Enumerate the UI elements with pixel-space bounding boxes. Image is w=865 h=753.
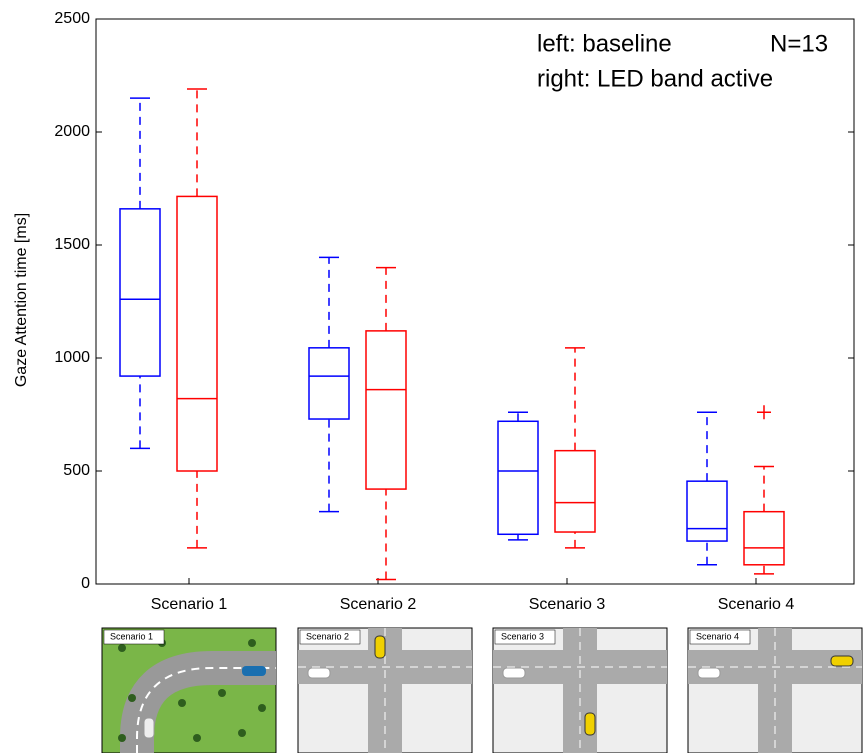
x-tick-label: Scenario 2 — [340, 596, 417, 613]
thumb-label-bg — [689, 629, 751, 645]
tree — [178, 699, 186, 707]
box — [365, 330, 407, 490]
car — [502, 667, 526, 679]
car — [143, 717, 155, 739]
thumb-label: Scenario 4 — [696, 631, 739, 641]
y-tick-label: 0 — [81, 575, 90, 592]
tree — [218, 689, 226, 697]
car — [307, 667, 331, 679]
tree — [128, 694, 136, 702]
box-group — [365, 266, 407, 581]
annotation: right: LED band active — [537, 65, 773, 92]
outlier — [757, 405, 771, 420]
annotation: N=13 — [770, 30, 828, 57]
thumb-label: Scenario 3 — [501, 631, 544, 641]
box — [743, 510, 785, 566]
box-group — [308, 256, 350, 513]
annotation: left: baseline — [537, 30, 672, 57]
x-tick-label: Scenario 3 — [529, 596, 606, 613]
car — [697, 667, 721, 679]
y-tick-label: 1000 — [54, 349, 90, 366]
car — [374, 635, 386, 659]
x-tick-label: Scenario 1 — [151, 596, 228, 613]
tree — [248, 639, 256, 647]
box-group — [686, 411, 728, 566]
thumbnail: Scenario 1 — [101, 627, 277, 753]
tree — [118, 644, 126, 652]
car — [830, 655, 854, 667]
scenario-thumbnails: Scenario 1 Scenario 2 Scenario 3 Scenario 4 — [101, 627, 863, 753]
box — [686, 480, 728, 542]
box-group — [176, 88, 218, 549]
box — [554, 449, 596, 533]
box-group — [497, 411, 539, 541]
box — [176, 195, 218, 472]
thumbnail: Scenario 4 — [687, 627, 863, 753]
box-group — [119, 97, 161, 450]
car — [242, 666, 266, 676]
thumb-label-bg — [103, 629, 165, 645]
y-tick-label: 1500 — [54, 236, 90, 253]
thumbnail: Scenario 3 — [492, 627, 668, 753]
tree — [193, 734, 201, 742]
y-axis-label: Gaze Attention time [ms] — [13, 213, 30, 387]
y-tick-label: 500 — [63, 462, 90, 479]
tree — [258, 704, 266, 712]
thumb-label-bg — [494, 629, 556, 645]
tree — [238, 729, 246, 737]
box — [308, 347, 350, 420]
lane — [136, 667, 276, 753]
car — [584, 712, 596, 736]
plot-frame — [95, 18, 855, 585]
y-tick-label: 2500 — [54, 10, 90, 27]
x-tick-label: Scenario 4 — [718, 596, 795, 613]
thumb-label: Scenario 2 — [306, 631, 349, 641]
box-group — [554, 347, 596, 549]
thumb-label: Scenario 1 — [110, 631, 153, 641]
tree — [118, 734, 126, 742]
thumbnail: Scenario 2 — [297, 627, 473, 753]
y-tick-label: 2000 — [54, 123, 90, 140]
box — [119, 208, 161, 377]
box — [497, 420, 539, 536]
thumb-label-bg — [299, 629, 361, 645]
box-group — [743, 405, 785, 575]
